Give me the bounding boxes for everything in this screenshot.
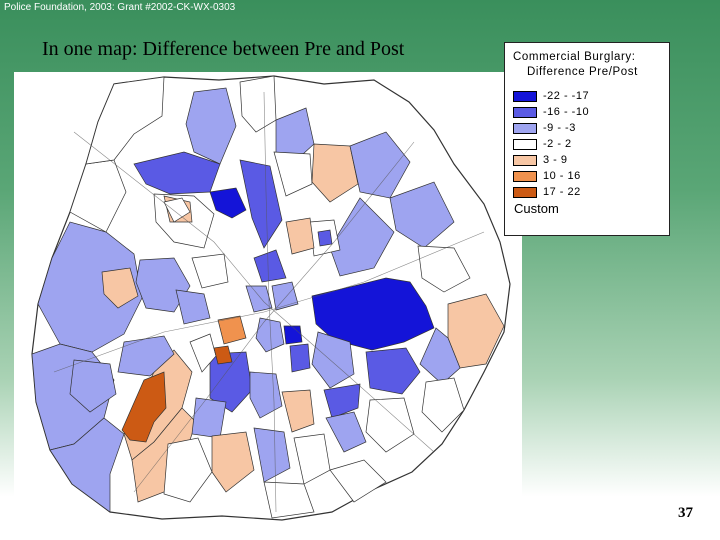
tract-polygon	[135, 257, 191, 313]
tract-polygon	[175, 289, 211, 325]
tract-polygon	[325, 411, 367, 453]
tract-polygon	[285, 217, 315, 255]
legend-label: 3 - 9	[543, 154, 568, 166]
tract-polygon	[365, 347, 421, 395]
tract-polygon	[49, 417, 125, 513]
tract-polygon	[289, 343, 311, 373]
tract-polygon	[419, 327, 461, 385]
header-note: Police Foundation, 2003: Grant #2002-CK-…	[4, 2, 236, 13]
legend-label: 10 - 16	[543, 170, 581, 182]
road-line	[73, 131, 435, 453]
road-line	[53, 231, 485, 373]
legend-row: -22 - -17	[513, 89, 663, 105]
tract-polygon	[217, 315, 247, 345]
tract-polygon	[191, 397, 227, 439]
tract-polygon	[329, 459, 387, 503]
legend-swatch	[513, 171, 537, 182]
tract-polygon	[273, 151, 313, 197]
legend-title-line1: Commercial Burglary:	[513, 51, 636, 63]
legend-swatch	[513, 139, 537, 150]
tract-polygon	[239, 159, 283, 249]
tract-polygon	[417, 245, 471, 293]
legend-swatch	[513, 187, 537, 198]
legend-row: 17 - 22	[513, 185, 663, 201]
page-number: 37	[678, 505, 693, 521]
road-line	[133, 141, 415, 493]
tract-polygon	[365, 397, 415, 453]
legend-swatch	[513, 155, 537, 166]
legend-label: 17 - 22	[543, 186, 581, 198]
tract-polygon	[245, 285, 273, 313]
tract-polygon	[121, 371, 167, 443]
legend-class-list: -22 - -17 -16 - -10 -9 - -3 -2 - 2 3 - 9 10 -…	[513, 89, 663, 201]
tract-polygon	[389, 181, 455, 249]
legend-swatch	[513, 107, 537, 118]
legend-title-line2: Difference Pre/Post	[527, 66, 638, 78]
tract-polygon	[185, 87, 237, 165]
legend-label: -16 - -10	[543, 106, 590, 118]
tract-polygon	[311, 277, 435, 351]
tract-polygon	[263, 481, 315, 519]
tract-polygon	[349, 131, 411, 199]
legend-swatch	[513, 91, 537, 102]
tract-polygon	[239, 75, 277, 133]
map-canvas	[31, 75, 511, 521]
tract-polygon	[69, 359, 117, 413]
legend-row: 3 - 9	[513, 153, 663, 169]
legend-footer: Custom	[514, 201, 559, 216]
tract-polygon	[255, 317, 285, 353]
legend-label: -22 - -17	[543, 90, 590, 102]
legend-swatch	[513, 123, 537, 134]
tract-polygon	[317, 229, 333, 247]
tract-polygon	[209, 351, 253, 413]
tract-polygon	[191, 253, 229, 289]
tract-polygon	[271, 281, 299, 311]
legend-label: -2 - 2	[543, 138, 572, 150]
legend-label: -9 - -3	[543, 122, 576, 134]
choropleth-map	[14, 72, 522, 524]
tract-polygon	[85, 76, 165, 165]
map-legend: Commercial Burglary: Difference Pre/Post…	[504, 42, 670, 236]
tract-polygon	[69, 159, 127, 233]
tract-polygon	[211, 431, 255, 493]
tract-polygon	[253, 427, 291, 483]
legend-row: -2 - 2	[513, 137, 663, 153]
tract-polygon	[311, 143, 359, 203]
tract-polygon	[163, 437, 213, 503]
tract-polygon	[253, 249, 287, 283]
tract-polygon	[209, 187, 247, 219]
slide-title: In one map: Difference between Pre and P…	[42, 38, 405, 60]
tract-polygon	[213, 345, 233, 365]
road-line	[263, 91, 277, 513]
tract-polygon	[283, 325, 303, 345]
legend-title: Commercial Burglary: Difference Pre/Post	[513, 50, 638, 80]
legend-row: -16 - -10	[513, 105, 663, 121]
tract-polygon	[101, 267, 139, 309]
tract-polygon	[281, 389, 315, 433]
tract-polygon	[311, 331, 355, 389]
legend-row: -9 - -3	[513, 121, 663, 137]
tract-polygon	[421, 377, 465, 433]
tract-polygon	[117, 335, 175, 377]
legend-row: 10 - 16	[513, 169, 663, 185]
tract-polygon	[323, 383, 361, 419]
tract-polygon	[163, 197, 191, 223]
